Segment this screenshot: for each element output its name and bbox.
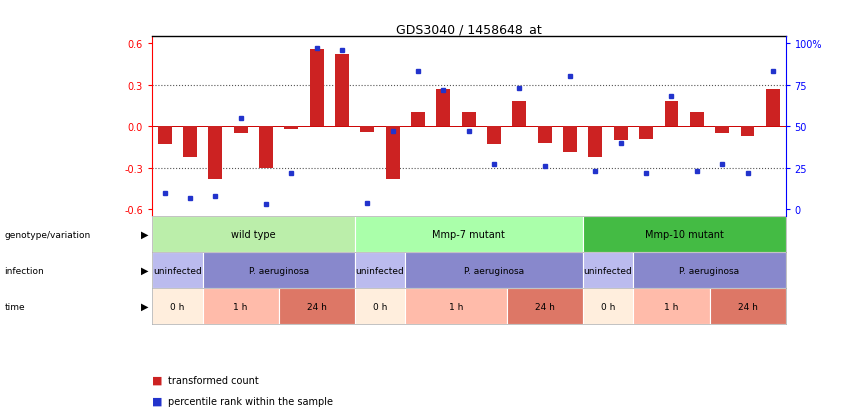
Text: ■: ■ [152, 375, 162, 385]
Bar [310, 50, 324, 127]
Bar [202, 288, 279, 324]
Text: 1 h: 1 h [449, 302, 464, 311]
Text: Mmp-10 mutant: Mmp-10 mutant [645, 230, 724, 240]
Bar [538, 127, 552, 143]
Bar [355, 288, 405, 324]
Text: 0 h: 0 h [170, 302, 184, 311]
Text: uninfected: uninfected [584, 266, 633, 275]
Bar [634, 252, 786, 288]
Bar [563, 127, 577, 153]
Bar [360, 127, 374, 133]
Text: genotype/variation: genotype/variation [4, 230, 90, 239]
Text: ■: ■ [152, 396, 162, 406]
Bar [709, 288, 786, 324]
Text: 24 h: 24 h [738, 302, 758, 311]
Text: ▶: ▶ [141, 230, 148, 240]
Text: uninfected: uninfected [153, 266, 201, 275]
Text: 0 h: 0 h [373, 302, 387, 311]
Bar [589, 127, 602, 157]
Bar [582, 288, 634, 324]
Bar [355, 252, 405, 288]
Bar [582, 216, 786, 252]
Bar [690, 113, 704, 127]
Bar [405, 288, 507, 324]
Text: ▶: ▶ [141, 301, 148, 311]
Text: 1 h: 1 h [233, 302, 247, 311]
Text: 24 h: 24 h [535, 302, 555, 311]
Bar [202, 252, 355, 288]
Bar [279, 288, 355, 324]
Bar [183, 127, 197, 157]
Text: percentile rank within the sample: percentile rank within the sample [168, 396, 332, 406]
Text: P. aeruginosa: P. aeruginosa [464, 266, 524, 275]
Bar [487, 127, 501, 145]
Bar [285, 127, 299, 130]
Text: infection: infection [4, 266, 44, 275]
Text: P. aeruginosa: P. aeruginosa [248, 266, 309, 275]
Bar [462, 113, 476, 127]
Bar [507, 288, 582, 324]
Bar [152, 252, 202, 288]
Bar [355, 216, 582, 252]
Text: wild type: wild type [231, 230, 276, 240]
Bar [614, 127, 628, 141]
Title: GDS3040 / 1458648_at: GDS3040 / 1458648_at [396, 23, 542, 36]
Text: ▶: ▶ [141, 266, 148, 275]
Bar [259, 127, 273, 168]
Bar [411, 113, 425, 127]
Bar [715, 127, 729, 134]
Bar [233, 127, 247, 134]
Text: 0 h: 0 h [601, 302, 615, 311]
Bar [158, 127, 172, 145]
Bar [766, 90, 779, 127]
Bar [335, 55, 349, 127]
Text: P. aeruginosa: P. aeruginosa [680, 266, 740, 275]
Bar [639, 127, 653, 139]
Text: Mmp-7 mutant: Mmp-7 mutant [432, 230, 505, 240]
Text: transformed count: transformed count [168, 375, 259, 385]
Bar [405, 252, 582, 288]
Bar [582, 252, 634, 288]
Bar [152, 216, 355, 252]
Bar [437, 90, 450, 127]
Bar [152, 288, 202, 324]
Bar [740, 127, 754, 137]
Text: uninfected: uninfected [356, 266, 404, 275]
Text: 1 h: 1 h [664, 302, 679, 311]
Text: time: time [4, 302, 25, 311]
Bar [385, 127, 399, 179]
Bar [512, 102, 526, 127]
Bar [665, 102, 679, 127]
Bar [634, 288, 709, 324]
Bar [208, 127, 222, 179]
Text: 24 h: 24 h [306, 302, 326, 311]
